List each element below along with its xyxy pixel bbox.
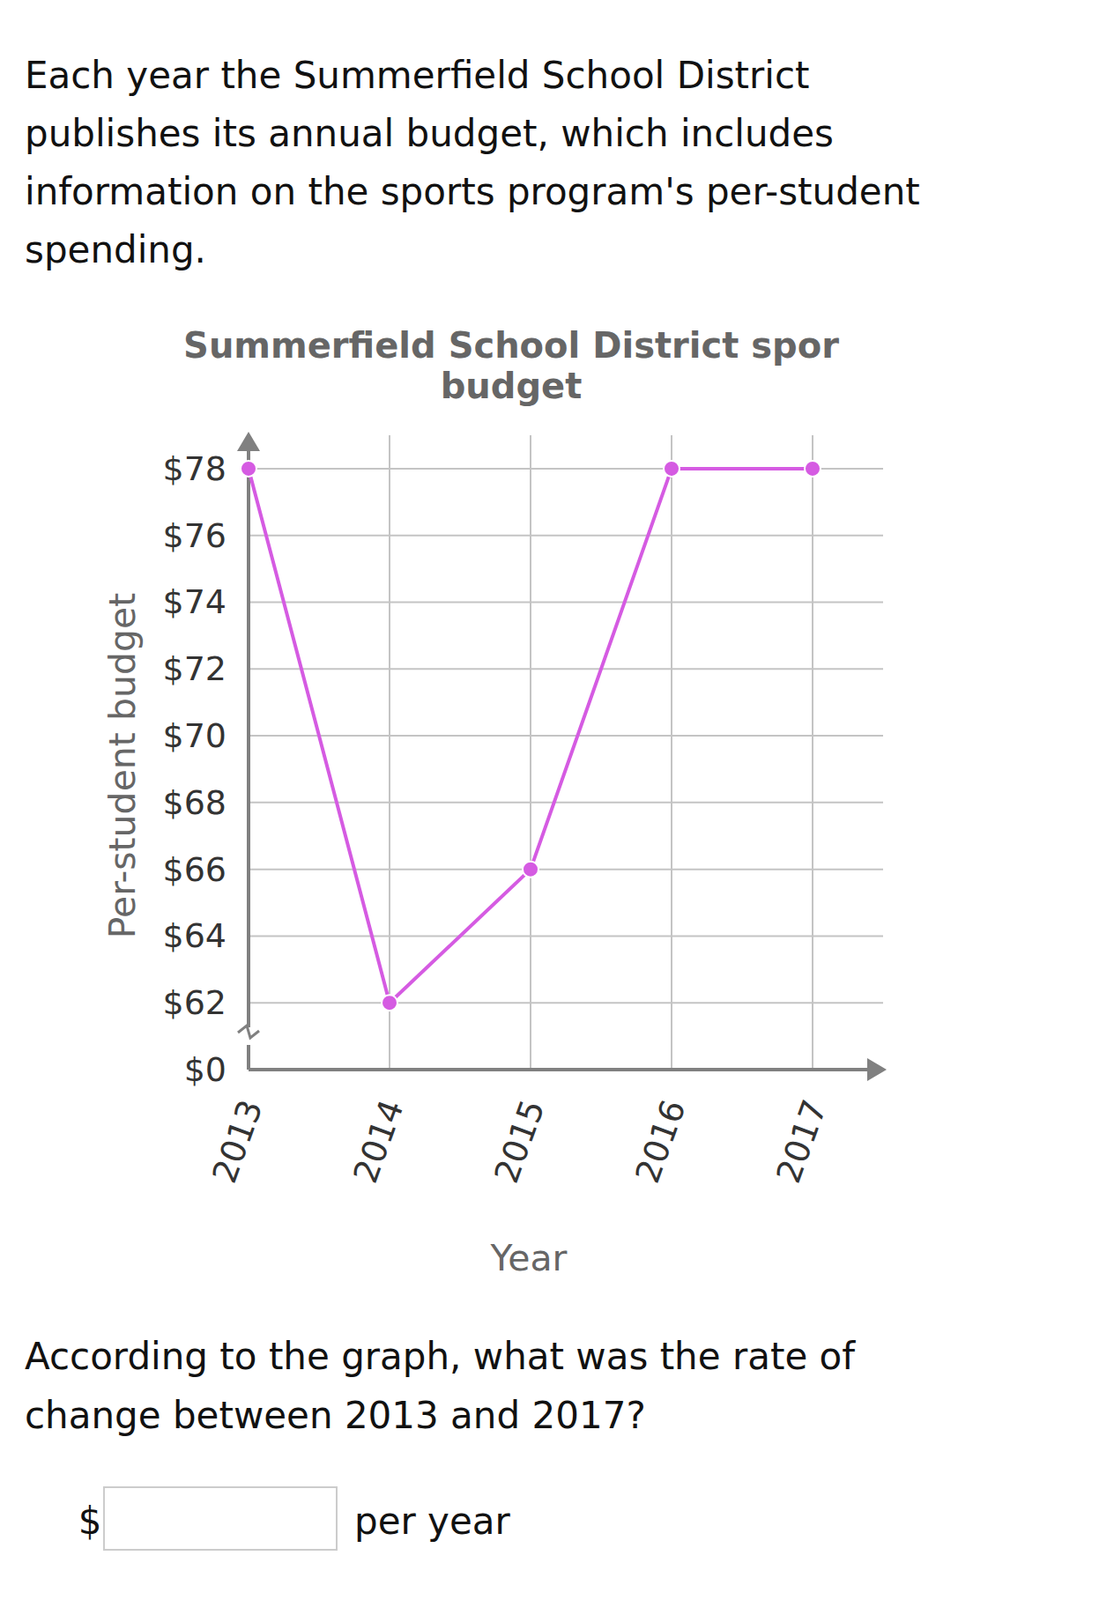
grid-line (248, 802, 884, 804)
y-tick-label: $76 (162, 516, 227, 556)
page: Each year the Summerfield School Distric… (0, 0, 1114, 1600)
x-tick-label: 2013 (204, 1094, 270, 1189)
x-tick-label: 2016 (627, 1094, 693, 1189)
y-tick-label: $68 (162, 783, 227, 823)
intro-text: publishes its annual budget, which inclu… (24, 111, 834, 156)
title-line: Summerfield School District spor (183, 325, 840, 366)
grid-line (248, 868, 884, 871)
y-break-label: $0 (184, 1050, 227, 1090)
x-axis-title: Year (490, 1237, 568, 1280)
grid-line (248, 1002, 884, 1004)
grid-line-vertical (529, 435, 532, 1070)
data-line (248, 468, 813, 1003)
x-tick-label: 2015 (486, 1094, 552, 1189)
grid-line (248, 534, 884, 537)
y-axis (246, 445, 251, 1070)
x-axis-arrow (867, 1058, 887, 1082)
data-point (522, 861, 539, 878)
grid-line (248, 601, 884, 603)
question-text: change between 2013 and 2017? (24, 1394, 647, 1438)
data-point (381, 995, 398, 1011)
y-tick-label: $72 (162, 649, 227, 689)
grid-line (248, 935, 884, 937)
data-point (804, 460, 821, 477)
y-tick-label: $62 (162, 983, 227, 1023)
x-axis (248, 1068, 873, 1072)
intro-text: spending. (24, 228, 207, 272)
y-tick-label: $64 (162, 916, 227, 956)
answer-input[interactable] (103, 1487, 337, 1551)
y-tick-label: $66 (162, 850, 227, 890)
answer-prefix: $ (78, 1500, 103, 1544)
title-line: budget (440, 365, 583, 407)
grid-line-vertical (811, 435, 814, 1070)
y-tick-label: $70 (162, 716, 227, 756)
grid-line (248, 668, 884, 670)
chart-title: Summerfield School District sporbudget (183, 325, 840, 407)
y-tick-label: $78 (162, 449, 227, 489)
question-text: According to the graph, what was the rat… (24, 1335, 856, 1379)
plot-data (240, 460, 821, 1011)
data-point (663, 460, 680, 477)
grid-line-vertical (670, 435, 673, 1070)
data-point (240, 460, 257, 477)
x-tick-label: 2014 (345, 1094, 411, 1189)
grid-line-vertical (388, 435, 391, 1070)
intro-text: Each year the Summerfield School Distric… (24, 53, 810, 97)
y-axis-title: Per-student budget (101, 593, 144, 940)
y-axis-arrow (237, 431, 260, 452)
answer-suffix: per year (354, 1500, 512, 1544)
x-tick-label: 2017 (768, 1094, 834, 1189)
intro-text: information on the sports program's per-… (24, 170, 921, 214)
grid-line (248, 735, 884, 737)
axis-break (237, 1025, 260, 1039)
y-tick-label: $74 (162, 582, 227, 622)
